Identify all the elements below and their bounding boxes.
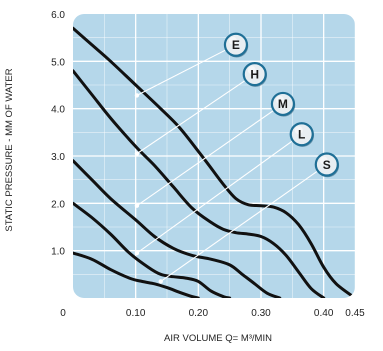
anchor-dot <box>134 93 140 98</box>
anchor-dot <box>134 250 140 256</box>
y-tick-label: 3.0 <box>51 152 65 163</box>
badge-s: S <box>314 152 340 178</box>
curve-h <box>73 69 326 298</box>
x-tick-label: 0 <box>60 308 66 319</box>
leader-line <box>136 139 294 254</box>
anchor-dot <box>134 203 140 208</box>
badge-m: M <box>270 91 296 117</box>
y-tick-labels: 1.0 2.0 3.0 4.0 5.0 6.0 <box>51 10 65 258</box>
anchor-dot <box>134 151 140 156</box>
leader-line <box>136 109 276 207</box>
y-tick-label: 2.0 <box>51 199 65 210</box>
x-tick-label: 0.10 <box>126 308 146 319</box>
badge-label: S <box>323 158 331 172</box>
curve-s <box>73 251 200 298</box>
leader-line <box>136 48 228 96</box>
y-tick-label: 4.0 <box>51 105 65 116</box>
anchor-dot <box>158 279 163 284</box>
badge-l: L <box>289 122 315 147</box>
badge-e: E <box>223 32 249 58</box>
badge-label: H <box>250 67 259 81</box>
curve-m <box>73 159 282 298</box>
badge-label: M <box>278 97 288 111</box>
x-axis-title: AIR VOLUME Q= M³/MIN <box>164 333 272 344</box>
y-tick-label: 5.0 <box>51 57 65 68</box>
x-tick-label: 0.30 <box>251 308 271 319</box>
curve-l <box>73 201 232 298</box>
x-tick-label: 0.20 <box>189 308 209 319</box>
badge-label: L <box>298 128 305 142</box>
leader-line <box>136 79 247 155</box>
curve-annotations: E H M L S <box>134 32 340 284</box>
y-tick-label: 1.0 <box>51 247 65 258</box>
curves <box>73 26 355 298</box>
curve-e <box>73 26 355 298</box>
y-axis-title: STATIC PRESSURE - MM OF WATER <box>4 68 15 231</box>
y-tick-label: 6.0 <box>51 10 65 21</box>
x-tick-labels: 0 0.10 0.20 0.30 0.40 0.45 <box>60 308 365 319</box>
leader-line <box>160 169 319 282</box>
x-tick-label: 0.40 <box>314 308 334 319</box>
badge-h: H <box>242 62 268 87</box>
badge-label: E <box>232 38 240 52</box>
x-tick-label: 0.45 <box>345 308 365 319</box>
